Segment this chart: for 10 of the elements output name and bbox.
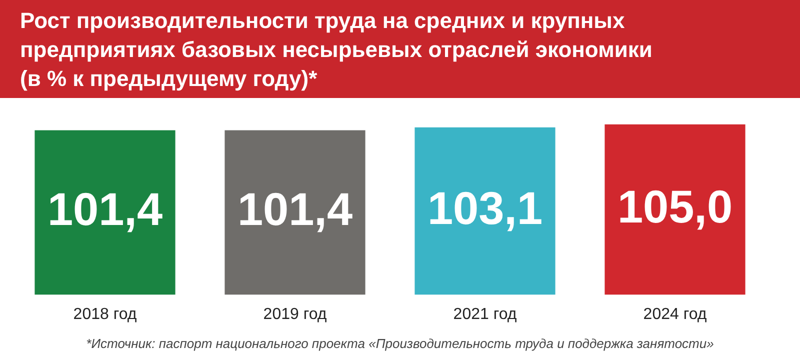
data-label: 101,4 [47,183,163,236]
text: *Источник: паспорт национального проекта «Производительность труда и поддержка занятости» [85,336,715,351]
data-label: 105,0 [617,180,733,232]
data-label: 103,1 [427,182,543,234]
x-tick-label: 2018 год [73,306,138,323]
x-tick-label: 2024 год [643,306,708,323]
chart-title: Рост производительности труда на средних и крупных предприятиях базовых несырьевых отраслей экономики (в % к предыдущему году)* [20,7,654,93]
x-tick-label: 2019 год [263,306,328,323]
x-tick-label: 2021 год [453,306,518,323]
data-label: 101,4 [237,183,353,236]
